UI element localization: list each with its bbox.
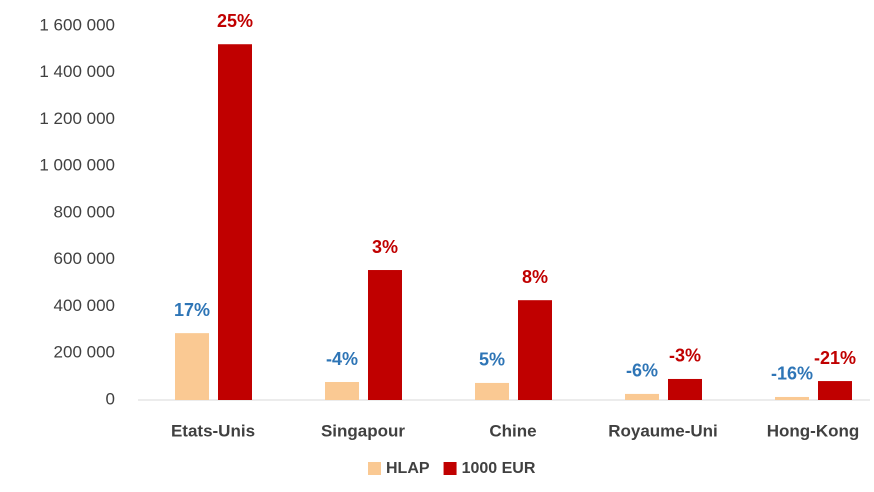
x-tick-label: Etats-Unis [171,421,255,440]
y-tick-label: 200 000 [54,343,115,362]
y-tick-label: 600 000 [54,249,115,268]
data-label: 5% [479,350,505,370]
y-tick-label: 1 200 000 [39,109,115,128]
data-label: -21% [814,348,856,368]
y-tick-label: 1 400 000 [39,62,115,81]
x-tick-label: Royaume-Uni [608,421,718,440]
bar [368,270,402,400]
y-tick-label: 1 000 000 [39,156,115,175]
legend-label: 1000 EUR [462,460,536,477]
bar [625,393,659,400]
bar [668,378,702,400]
legend-swatch [443,462,457,475]
data-label: 25% [217,11,253,31]
x-tick-label: Singapour [321,421,405,440]
bar [218,44,252,401]
y-tick-label: 400 000 [54,296,115,315]
data-label: -6% [626,361,658,381]
bar [775,396,809,400]
bar [518,300,552,400]
legend-swatch [368,462,381,475]
data-label: 17% [174,300,210,320]
data-label: -3% [669,346,701,366]
y-tick-label: 1 600 000 [39,15,115,34]
bar [175,333,209,400]
x-tick-label: Chine [489,421,536,440]
bar [325,382,359,400]
data-label: -4% [326,349,358,369]
data-label: 8% [522,267,548,287]
y-tick-label: 800 000 [54,202,115,221]
x-tick-label: Hong-Kong [767,421,860,440]
y-tick-label: 0 [106,389,115,408]
bar [475,382,509,400]
bar [818,381,852,400]
data-label: -16% [771,364,813,384]
legend-label: HLAP [386,460,430,477]
data-label: 3% [372,237,398,257]
